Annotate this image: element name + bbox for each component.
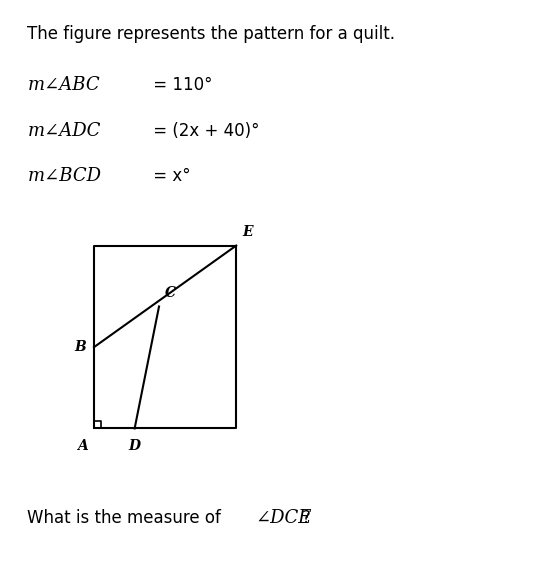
Text: E: E: [242, 225, 253, 239]
Text: The figure represents the pattern for a quilt.: The figure represents the pattern for a …: [27, 25, 395, 44]
Text: ?: ?: [302, 509, 311, 528]
Text: m∠BCD: m∠BCD: [27, 167, 102, 185]
Text: = x°: = x°: [148, 167, 191, 185]
Text: m∠ABC: m∠ABC: [27, 76, 100, 95]
Text: C: C: [165, 286, 176, 301]
Text: What is the measure of: What is the measure of: [27, 509, 227, 528]
Text: A: A: [77, 439, 88, 453]
Text: = 110°: = 110°: [148, 76, 212, 95]
Text: m∠ADC: m∠ADC: [27, 122, 101, 140]
Text: D: D: [128, 439, 141, 453]
Text: ∠DCE: ∠DCE: [255, 509, 312, 528]
Text: B: B: [74, 340, 86, 354]
Text: = (2x + 40)°: = (2x + 40)°: [148, 122, 260, 140]
